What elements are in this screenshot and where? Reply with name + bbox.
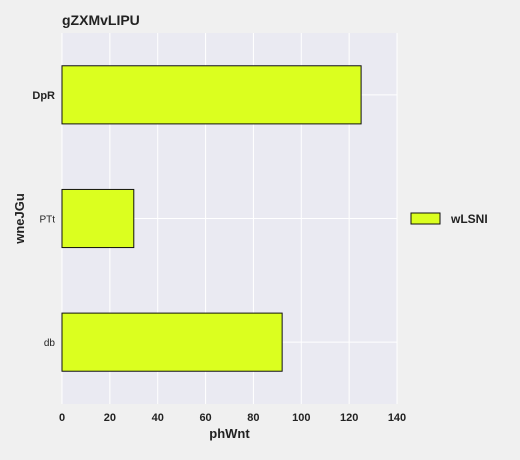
bar-DpR	[61, 65, 362, 125]
legend-label: wLSNI	[450, 212, 488, 226]
bar-PTt	[61, 188, 135, 249]
x-axis-label: phWnt	[209, 426, 250, 441]
y-tick-label: db	[44, 338, 56, 349]
x-tick-label: 0	[59, 412, 65, 424]
x-tick-label: 80	[247, 412, 259, 424]
legend-swatch	[410, 212, 441, 225]
chart-title: gZXMvLIPU	[62, 12, 140, 28]
legend: wLSNI	[410, 212, 488, 226]
x-tick-label: 120	[340, 412, 358, 424]
y-axis-ticks: DpR PTt db	[32, 90, 55, 349]
x-tick-label: 20	[104, 412, 116, 424]
x-tick-label: 100	[292, 412, 310, 424]
y-tick-label: PTt	[39, 215, 55, 226]
y-axis-label: wneJGu	[12, 193, 27, 245]
x-axis-ticks: 0 20 40 60 80 100 120 140	[59, 412, 406, 424]
x-tick-label: 140	[388, 412, 406, 424]
x-tick-label: 40	[152, 412, 164, 424]
bars	[61, 65, 362, 372]
y-tick-label: DpR	[32, 90, 55, 102]
bar-db	[61, 312, 283, 372]
x-tick-label: 60	[199, 412, 211, 424]
